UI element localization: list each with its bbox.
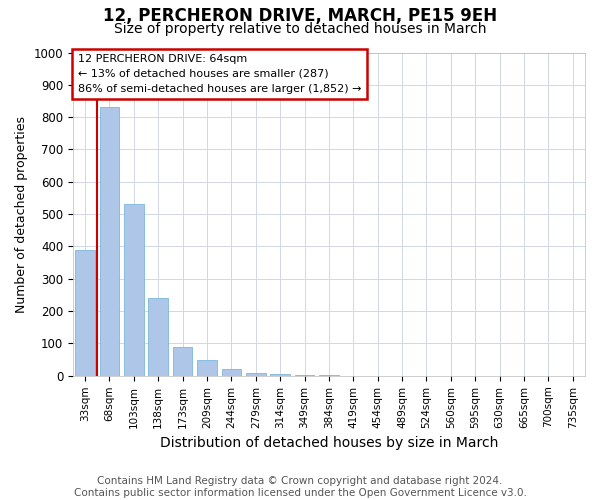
Bar <box>319 375 339 376</box>
Bar <box>246 372 266 376</box>
Bar <box>271 374 290 376</box>
Bar <box>76 250 95 376</box>
Bar <box>100 108 119 376</box>
Bar <box>295 375 314 376</box>
Bar <box>197 360 217 376</box>
Bar <box>124 204 143 376</box>
Bar <box>221 370 241 376</box>
X-axis label: Distribution of detached houses by size in March: Distribution of detached houses by size … <box>160 436 498 450</box>
Y-axis label: Number of detached properties: Number of detached properties <box>15 116 28 312</box>
Text: 12 PERCHERON DRIVE: 64sqm
← 13% of detached houses are smaller (287)
86% of semi: 12 PERCHERON DRIVE: 64sqm ← 13% of detac… <box>78 54 362 94</box>
Text: 12, PERCHERON DRIVE, MARCH, PE15 9EH: 12, PERCHERON DRIVE, MARCH, PE15 9EH <box>103 8 497 26</box>
Text: Size of property relative to detached houses in March: Size of property relative to detached ho… <box>114 22 486 36</box>
Bar <box>173 346 193 376</box>
Text: Contains HM Land Registry data © Crown copyright and database right 2024.
Contai: Contains HM Land Registry data © Crown c… <box>74 476 526 498</box>
Bar <box>148 298 168 376</box>
